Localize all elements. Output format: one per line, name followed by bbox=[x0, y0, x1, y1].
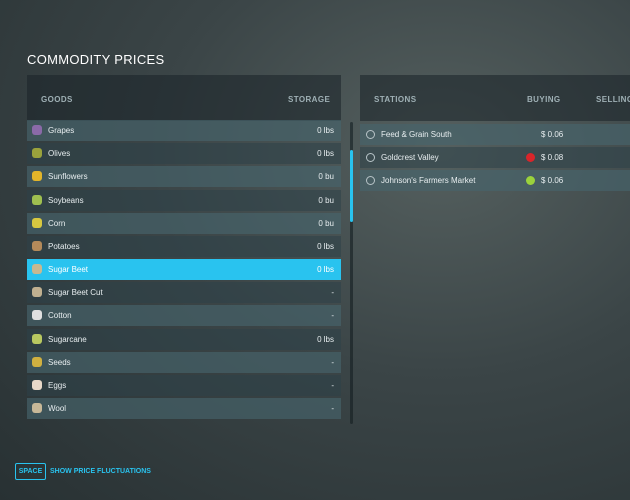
goods-row[interactable]: Sugar Beet Cut - bbox=[27, 282, 341, 304]
storage-amount: - bbox=[331, 288, 334, 298]
station-name: Goldcrest Valley bbox=[381, 153, 439, 163]
storage-amount: 0 lbs bbox=[317, 334, 334, 344]
goods-icon bbox=[32, 403, 42, 414]
column-header: GOODS bbox=[41, 95, 73, 104]
column-header: BUYING bbox=[527, 95, 561, 104]
goods-row[interactable]: Soybeans 0 bu bbox=[27, 189, 341, 211]
storage-amount: 0 bu bbox=[318, 218, 334, 228]
goods-name: Wool bbox=[48, 404, 67, 414]
goods-row[interactable]: Wool - bbox=[27, 398, 341, 420]
goods-name: Grapes bbox=[48, 126, 75, 135]
storage-amount: 0 lbs bbox=[317, 241, 334, 251]
goods-name: Soybeans bbox=[48, 195, 84, 205]
goods-name: Cotton bbox=[48, 311, 72, 321]
goods-row[interactable]: Sugarcane 0 lbs bbox=[27, 328, 341, 350]
storage-amount: - bbox=[331, 357, 334, 367]
goods-icon bbox=[32, 171, 42, 182]
station-row[interactable]: Feed & Grain South $ 0.06 bbox=[360, 124, 630, 145]
price-trend bbox=[526, 153, 535, 163]
goods-icon bbox=[32, 125, 42, 135]
goods-name: Corn bbox=[48, 218, 66, 228]
buying-price: $ 0.08 bbox=[541, 153, 564, 163]
column-header: SELLING bbox=[596, 95, 630, 104]
goods-header bbox=[27, 75, 341, 121]
goods-row[interactable]: Eggs - bbox=[27, 374, 341, 396]
goods-icon bbox=[32, 194, 42, 205]
goods-row[interactable]: Grapes 0 lbs bbox=[27, 120, 341, 141]
title: COMMODITY PRICES bbox=[27, 52, 165, 67]
station-icon bbox=[366, 176, 375, 186]
goods-name: Sugar Beet Cut bbox=[48, 288, 103, 298]
station-row[interactable]: Goldcrest Valley $ 0.08 bbox=[360, 147, 630, 169]
stations-header bbox=[360, 75, 630, 121]
column-header: STATIONS bbox=[374, 95, 417, 104]
buying-price: $ 0.06 bbox=[541, 176, 564, 186]
station-name: Feed & Grain South bbox=[381, 130, 452, 139]
station-icon bbox=[366, 130, 375, 139]
station-icon bbox=[366, 153, 375, 163]
goods-icon bbox=[32, 287, 42, 298]
scrollbar[interactable] bbox=[350, 122, 353, 424]
goods-row[interactable]: Olives 0 lbs bbox=[27, 143, 341, 165]
storage-amount: 0 lbs bbox=[317, 149, 334, 159]
goods-row[interactable]: Cotton - bbox=[27, 305, 341, 327]
goods-icon bbox=[32, 264, 42, 275]
goods-icon bbox=[32, 148, 42, 159]
goods-name: Eggs bbox=[48, 380, 67, 390]
goods-icon bbox=[32, 333, 42, 344]
goods-row[interactable]: Sunflowers 0 bu bbox=[27, 166, 341, 188]
goods-name: Sugarcane bbox=[48, 334, 87, 344]
station-row[interactable]: Johnson's Farmers Market $ 0.06 bbox=[360, 170, 630, 192]
goods-row[interactable]: Potatoes 0 lbs bbox=[27, 235, 341, 257]
key-hint[interactable]: SPACE bbox=[15, 463, 46, 480]
goods-name: Olives bbox=[48, 149, 71, 159]
goods-name: Potatoes bbox=[48, 241, 80, 251]
goods-row[interactable]: Seeds - bbox=[27, 351, 341, 373]
storage-amount: - bbox=[331, 404, 334, 414]
storage-amount: - bbox=[331, 380, 334, 390]
storage-amount: 0 bu bbox=[318, 195, 334, 205]
goods-icon bbox=[32, 379, 42, 390]
goods-icon bbox=[32, 356, 42, 367]
storage-amount: 0 lbs bbox=[317, 265, 334, 275]
station-name: Johnson's Farmers Market bbox=[381, 176, 476, 186]
action-label[interactable]: SHOW PRICE FLUCTUATIONS bbox=[50, 468, 151, 475]
storage-amount: - bbox=[331, 311, 334, 321]
goods-name: Seeds bbox=[48, 357, 71, 367]
goods-row[interactable]: Sugar Beet 0 lbs bbox=[27, 259, 341, 281]
goods-row[interactable]: Corn 0 bu bbox=[27, 212, 341, 234]
goods-icon bbox=[32, 240, 42, 251]
goods-name: Sugar Beet bbox=[48, 265, 89, 275]
goods-icon bbox=[32, 217, 42, 228]
scroll-thumb[interactable] bbox=[350, 150, 353, 222]
goods-icon bbox=[32, 310, 42, 321]
column-header: STORAGE bbox=[288, 95, 331, 104]
storage-amount: 0 bu bbox=[318, 172, 334, 182]
goods-name: Sunflowers bbox=[48, 172, 88, 182]
buying-price: $ 0.06 bbox=[541, 130, 564, 139]
price-trend bbox=[526, 176, 535, 186]
storage-amount: 0 lbs bbox=[317, 126, 334, 135]
